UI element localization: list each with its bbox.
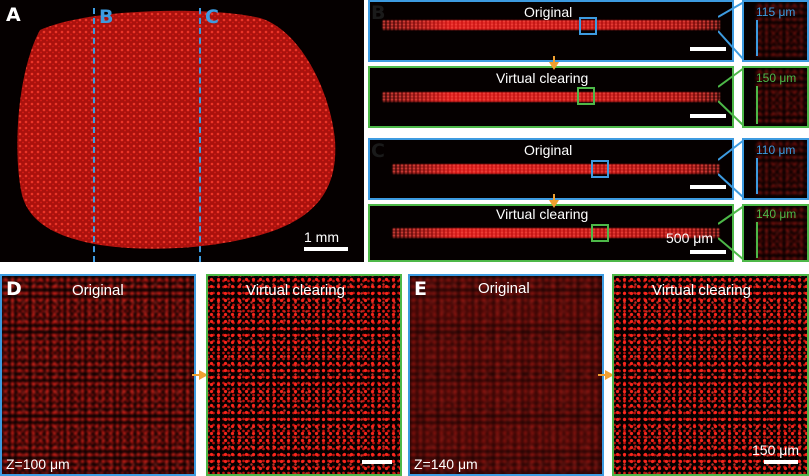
- scale-bar: [690, 47, 726, 51]
- label-virtual: Virtual clearing: [496, 206, 589, 222]
- section-strip: [382, 92, 720, 102]
- zoom-connector: [718, 1, 745, 61]
- panel-e-letter: E: [414, 278, 427, 300]
- panel-c-original-image: Original: [368, 138, 734, 200]
- scale-bar: [690, 114, 726, 118]
- panel-b-virtual-image: Virtual clearing: [368, 66, 734, 128]
- scale-label: 150 μm: [752, 442, 799, 458]
- panel-c-virtual-inset: 140 μm: [742, 204, 809, 262]
- cut-label-c: C: [205, 6, 219, 28]
- thickness-arrow: [756, 158, 758, 194]
- arrow-shaft: [598, 374, 607, 376]
- zoom-box: [591, 160, 609, 178]
- panel-a-image: A B C 1 mm: [0, 0, 364, 262]
- zoom-box: [579, 17, 597, 35]
- panel-b-virtual-inset: 150 μm: [742, 66, 809, 128]
- arrow-right: [605, 370, 614, 380]
- image-texture: [410, 276, 602, 474]
- panel-c-virtual-image: Virtual clearing 500 μm: [368, 204, 734, 262]
- scale-bar: [690, 185, 726, 189]
- label-original: Original: [72, 282, 124, 299]
- panel-e-original-image: E Original Z=140 μm: [408, 274, 604, 476]
- thickness-arrow: [756, 222, 758, 258]
- scale-bar: [690, 250, 726, 254]
- scale-bar: [362, 460, 392, 464]
- arrow-down: [549, 200, 559, 208]
- panel-d-letter: D: [6, 278, 22, 300]
- inset-texture: [756, 140, 807, 198]
- thickness-label: 110 μm: [756, 143, 796, 157]
- panel-c-letter: C: [371, 140, 385, 162]
- zoom-connector: [718, 67, 745, 127]
- zoom-connector: [718, 205, 745, 261]
- panel-e-virtual-image: Virtual clearing 150 μm: [612, 274, 809, 476]
- thickness-arrow: [756, 86, 758, 124]
- depth-label: Z=100 μm: [6, 456, 70, 472]
- label-virtual: Virtual clearing: [496, 70, 589, 86]
- label-original: Original: [478, 280, 530, 297]
- thickness-label: 150 μm: [756, 71, 797, 85]
- panel-a-letter: A: [6, 4, 21, 26]
- label-virtual: Virtual clearing: [652, 282, 751, 299]
- arrow-shaft: [192, 374, 201, 376]
- cut-line-c: [199, 8, 201, 262]
- panel-c-original-inset: 110 μm: [742, 138, 809, 200]
- arrow-shaft: [553, 194, 555, 202]
- zoom-box: [577, 87, 595, 105]
- scale-label: 500 μm: [666, 230, 713, 246]
- panel-d-virtual-image: Virtual clearing: [206, 274, 402, 476]
- tissue-section-shape: [17, 10, 336, 249]
- label-original: Original: [524, 4, 573, 20]
- panel-b-original-inset: 115 μm: [742, 0, 809, 62]
- arrow-right: [199, 370, 208, 380]
- image-texture: [2, 276, 194, 474]
- arrow-shaft: [553, 56, 555, 64]
- scale-bar: [764, 460, 798, 464]
- label-original: Original: [524, 142, 573, 158]
- image-texture: [614, 276, 807, 474]
- thickness-label: 140 μm: [756, 207, 797, 221]
- zoom-box: [591, 224, 609, 242]
- inset-texture: [756, 68, 807, 126]
- depth-label: Z=140 μm: [414, 456, 478, 472]
- section-strip: [392, 228, 720, 238]
- panel-b-original-image: Original: [368, 0, 734, 62]
- panel-d-original-image: D Original Z=100 μm: [0, 274, 196, 476]
- label-virtual: Virtual clearing: [246, 282, 345, 299]
- zoom-connector: [718, 139, 745, 199]
- image-texture: [208, 276, 400, 474]
- panel-b-letter: B: [371, 2, 386, 24]
- scale-bar-a: [304, 247, 348, 251]
- scale-label-a: 1 mm: [304, 229, 339, 245]
- thickness-arrow: [756, 20, 758, 56]
- inset-texture: [756, 206, 807, 260]
- cut-label-b: B: [99, 6, 114, 28]
- arrow-down: [549, 62, 559, 70]
- section-strip: [382, 20, 720, 30]
- inset-texture: [756, 2, 807, 60]
- cut-line-b: [93, 8, 95, 262]
- thickness-label: 115 μm: [756, 5, 796, 19]
- section-strip: [392, 164, 720, 174]
